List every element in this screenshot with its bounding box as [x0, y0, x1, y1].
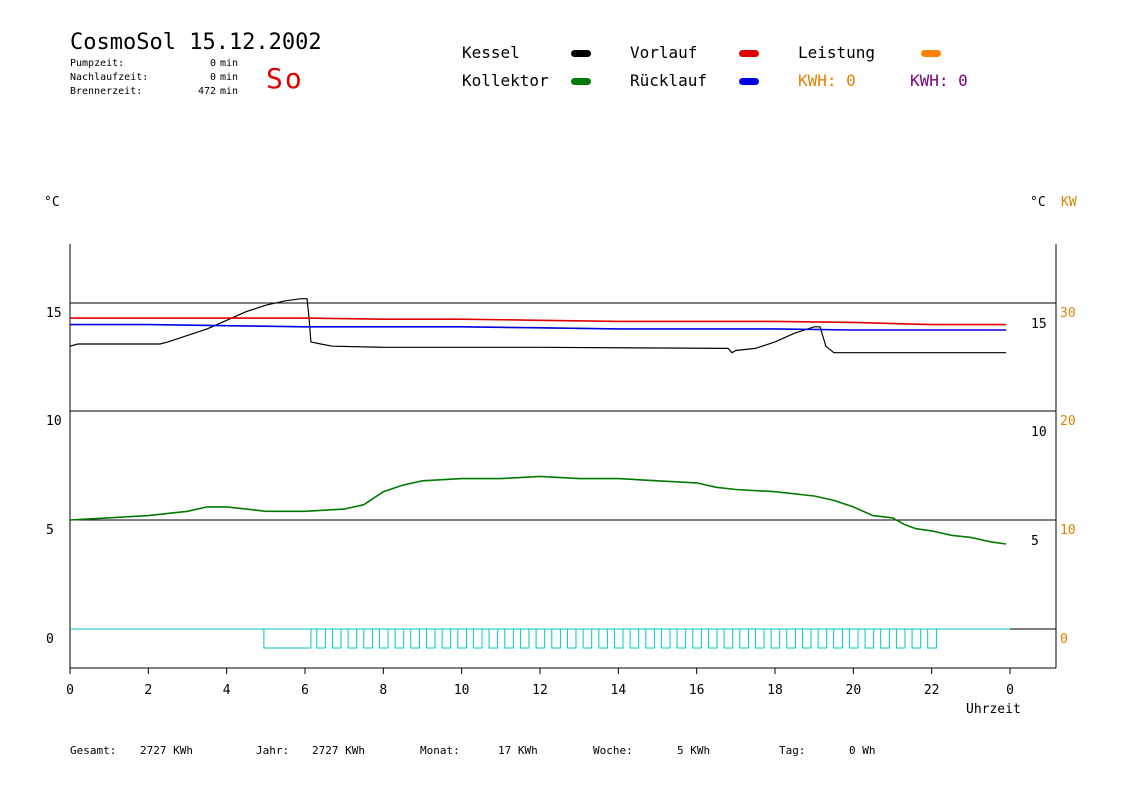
series-vorlauf: [70, 317, 1007, 326]
right-axis-unit-kw: KW: [1061, 195, 1077, 210]
x-axis-label: Uhrzeit: [966, 702, 1021, 717]
left-tick-label: 10: [46, 414, 62, 429]
right-tick-label-c: 5: [1031, 534, 1039, 549]
legend-leistung-label: Leistung: [798, 43, 876, 62]
stat-unit: min: [220, 86, 239, 97]
legend-ruecklauf-label: Rücklauf: [630, 71, 708, 90]
series-kollektor: [69, 475, 1007, 545]
legend-leistung-swatch: [921, 50, 941, 57]
right-tick-label-kw: 10: [1060, 523, 1076, 538]
right-axis-unit-c: °C: [1030, 195, 1046, 210]
stat-unit: min: [220, 58, 239, 69]
stat-value: 472: [197, 86, 216, 97]
x-tick-label: 16: [689, 683, 705, 698]
legend-ruecklauf-swatch: [739, 78, 759, 85]
legend-vorlauf-label: Vorlauf: [630, 43, 698, 62]
stat-value: 0: [209, 58, 216, 69]
x-tick-label: 10: [454, 683, 470, 698]
app-title: CosmoSol 15.12.2002: [70, 30, 322, 55]
x-tick-label: 20: [846, 683, 862, 698]
weekday-label: So: [266, 62, 304, 95]
right-tick-label-c: 10: [1031, 425, 1047, 440]
left-tick-label: 5: [46, 523, 54, 538]
x-tick-label: 12: [532, 683, 548, 698]
legend-vorlauf-swatch: [739, 50, 759, 57]
right-tick-label-kw: 30: [1060, 306, 1076, 321]
left-axis-unit: °C: [44, 195, 60, 210]
right-tick-label-kw: 0: [1060, 632, 1068, 647]
footer-label: Gesamt:: [70, 744, 117, 757]
right-tick-label-c: 15: [1031, 317, 1047, 332]
series-rcklauf: [70, 323, 1007, 331]
stat-value: 0: [209, 72, 216, 83]
legend-kwh-leistung: KWH: 0: [798, 71, 856, 90]
legend-kessel-label: Kessel: [462, 43, 520, 62]
right-tick-label-kw: 20: [1060, 414, 1076, 429]
x-tick-label: 4: [223, 683, 231, 698]
footer-gesamt: Gesamt: 2727 KWh: [70, 744, 193, 757]
stat-nachlaufzeit: Nachlaufzeit: 0 min: [70, 72, 238, 83]
series-kessel: [69, 298, 1007, 354]
x-tick-label: 18: [767, 683, 783, 698]
left-tick-label: 0: [46, 632, 54, 647]
footer-label: Monat:: [420, 744, 460, 757]
footer-woche: Woche: 5 KWh: [593, 744, 710, 757]
footer-monat: Monat: 17 KWh: [420, 744, 538, 757]
stat-pumpzeit: Pumpzeit: 0 min: [70, 58, 238, 69]
x-tick-label: 14: [611, 683, 627, 698]
footer-value: 2727 KWh: [140, 744, 193, 757]
footer-value: 17 KWh: [498, 744, 538, 757]
series-leistung-pulses: [263, 629, 937, 649]
x-tick-label: 6: [301, 683, 309, 698]
x-tick-label: 0: [66, 683, 74, 698]
footer-value: 2727 KWh: [312, 744, 365, 757]
legend-kollektor-label: Kollektor: [462, 71, 549, 90]
stat-brennerzeit: Brennerzeit: 472 min: [70, 86, 238, 97]
footer-label: Tag:: [779, 744, 806, 757]
x-tick-label: 0: [1006, 683, 1014, 698]
footer-label: Jahr:: [256, 744, 290, 757]
left-tick-label: 15: [46, 306, 62, 321]
legend-kwh-second: KWH: 0: [910, 71, 968, 90]
legend-kessel-swatch: [571, 50, 591, 57]
x-tick-label: 2: [144, 683, 152, 698]
footer-label: Woche:: [593, 744, 633, 757]
footer-value: 5 KWh: [677, 744, 711, 757]
legend-kollektor-swatch: [571, 78, 591, 85]
stat-label: Brennerzeit:: [70, 86, 143, 97]
stat-unit: min: [220, 72, 239, 83]
x-tick-label: 8: [379, 683, 387, 698]
footer-tag: Tag: 0 Wh: [779, 744, 876, 757]
footer-jahr: Jahr: 2727 KWh: [256, 744, 365, 757]
stat-label: Pumpzeit:: [70, 58, 125, 69]
stat-label: Nachlaufzeit:: [70, 72, 149, 83]
footer-value: 0 Wh: [849, 744, 876, 757]
x-tick-label: 22: [924, 683, 940, 698]
